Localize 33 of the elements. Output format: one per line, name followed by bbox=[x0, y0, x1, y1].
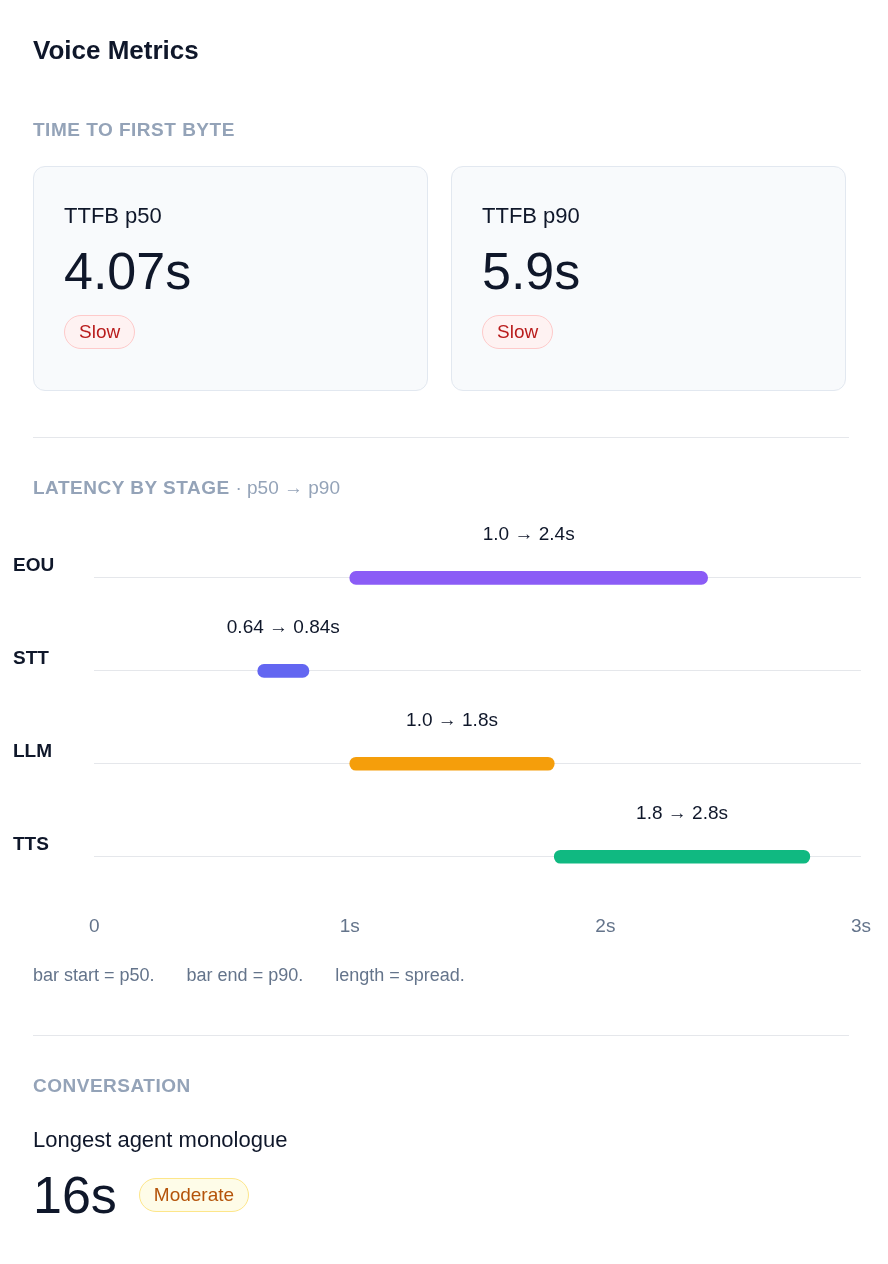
y-tick-label: EOU bbox=[13, 554, 55, 576]
text: Slow bbox=[482, 315, 554, 349]
data-label: 16s bbox=[33, 1165, 117, 1225]
x-tick-label: 1s bbox=[339, 914, 360, 936]
chart-subtitle: · p50 → p90 bbox=[235, 477, 340, 498]
bar bbox=[553, 849, 811, 864]
data-label: 5.9s bbox=[482, 241, 582, 301]
annotation: 1.0 → 2.4s bbox=[482, 523, 575, 545]
annotation: 0.64 → 0.84s bbox=[226, 616, 340, 638]
category-label: TTFB p90 bbox=[482, 203, 581, 229]
text: CONVERSATION bbox=[33, 1075, 191, 1097]
data-label: 4.07s bbox=[64, 241, 193, 301]
y-tick-label: TTS bbox=[13, 832, 49, 854]
text: Voice Metrics bbox=[33, 35, 199, 66]
text: bar start = p50. bbox=[33, 965, 155, 985]
text: Moderate bbox=[138, 1178, 250, 1212]
annotation: 1.0 → 1.8s bbox=[406, 709, 498, 731]
x-tick-label: 0 bbox=[88, 914, 100, 936]
category-label: TTFB p50 bbox=[64, 203, 163, 229]
y-tick-label: STT bbox=[13, 647, 50, 669]
x-tick-label: 3s bbox=[850, 914, 872, 936]
category-label: Longest agent monologue bbox=[33, 1127, 288, 1153]
text: Slow bbox=[64, 315, 136, 349]
annotation: 1.8 → 2.8s bbox=[636, 801, 728, 823]
text: bar end = p90. bbox=[186, 965, 304, 985]
y-tick-label: LLM bbox=[13, 740, 53, 762]
text: TIME TO FIRST BYTE bbox=[33, 119, 235, 141]
text: length = spread. bbox=[335, 965, 465, 985]
chart-title: LATENCY BY STAGE bbox=[33, 477, 230, 498]
bar bbox=[349, 571, 708, 585]
bar bbox=[349, 756, 555, 771]
x-tick-label: 2s bbox=[595, 914, 616, 936]
bar bbox=[257, 664, 310, 678]
